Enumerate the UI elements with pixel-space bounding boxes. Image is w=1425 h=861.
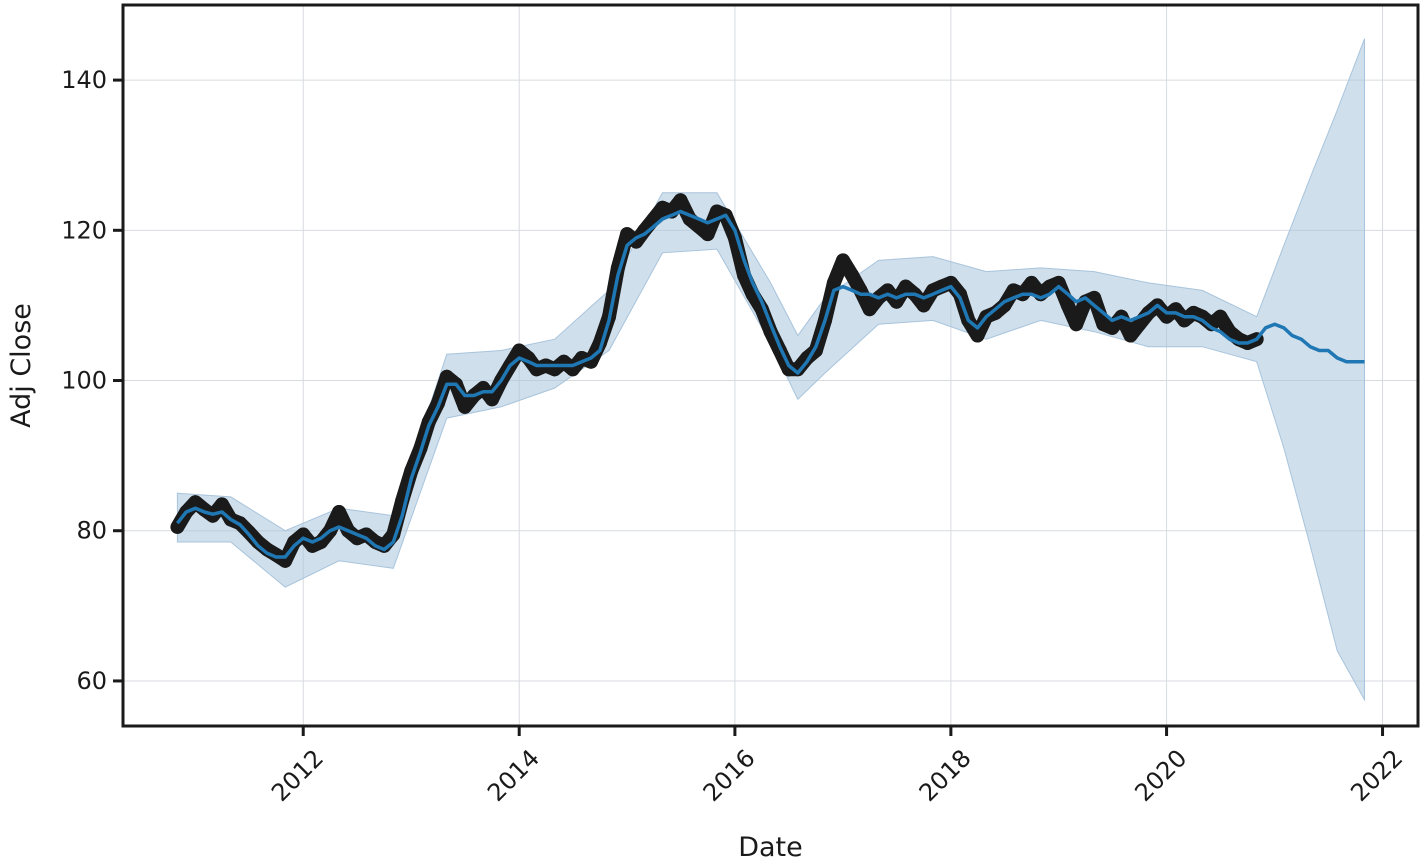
forecast-line-layer [176,209,1365,559]
y-axis-title: Adj Close [6,303,37,428]
plot-area-border [121,3,1420,728]
y-tick-label: 80 [76,517,107,545]
x-tick-label: 2018 [914,744,977,807]
x-tick-label: 2016 [698,744,761,807]
y-tick-label: 100 [61,367,107,395]
uncertainty-band [176,38,1365,702]
y-tick-label: 120 [61,216,107,244]
y-axis-ticks: 60 80 100 120 140 [61,66,123,695]
x-tick-label: 2014 [482,744,545,807]
x-axis-ticks: 2012 2014 2016 2018 2020 2022 [266,726,1408,807]
y-tick-label: 60 [76,667,107,695]
x-tick-label: 2020 [1129,744,1192,807]
x-tick-label: 2012 [266,744,329,807]
uncertainty-band-layer [176,38,1365,702]
x-axis-title: Date [738,832,803,861]
forecast-line [176,209,1365,559]
x-tick-label: 2022 [1345,744,1408,807]
y-tick-label: 140 [61,66,107,94]
grid-layer [123,5,1418,726]
